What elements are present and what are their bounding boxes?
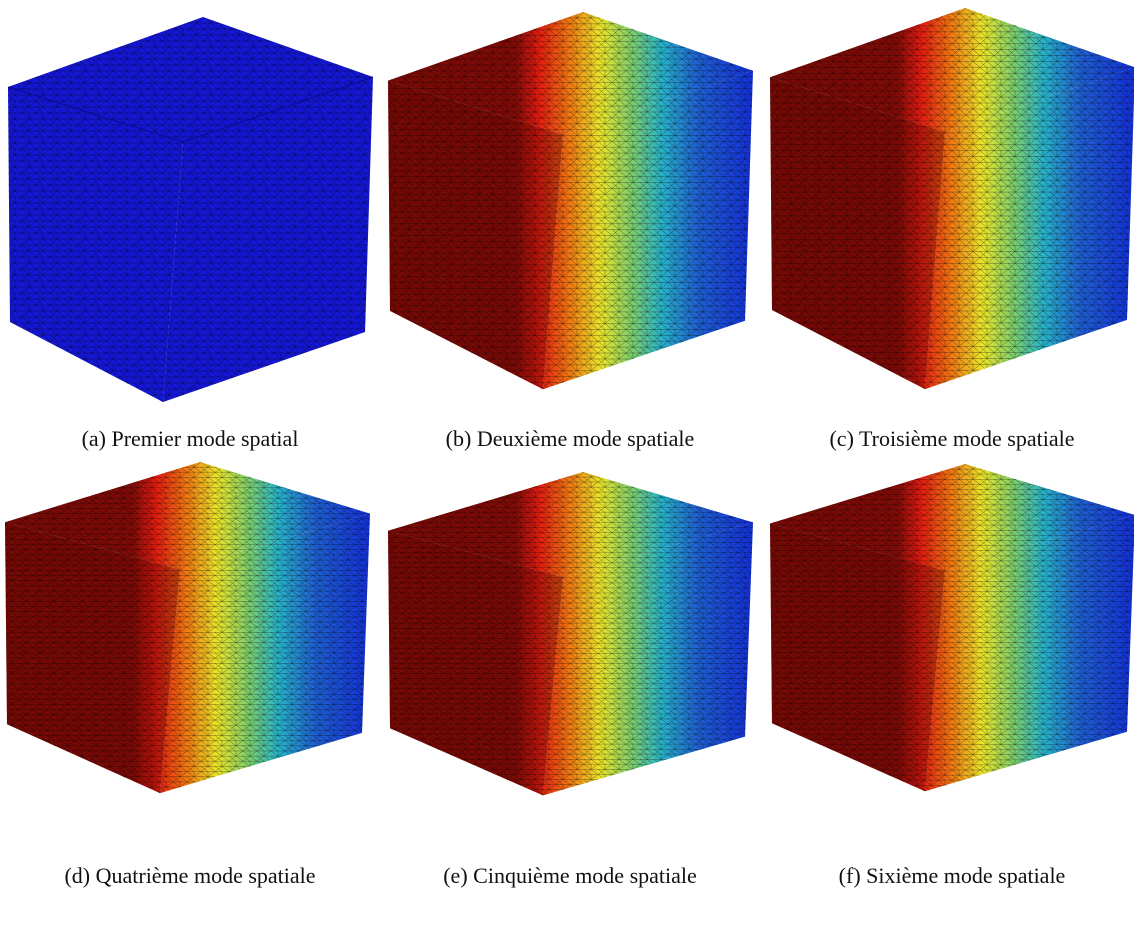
caption: (f) Sixième mode spatiale	[839, 863, 1066, 888]
panel-e	[388, 472, 753, 795]
panel-a	[8, 17, 373, 402]
caption: (a) Premier mode spatial	[82, 426, 299, 451]
caption: (e) Cinquième mode spatiale	[443, 863, 697, 888]
panel-f	[770, 464, 1134, 791]
panel-c	[770, 8, 1134, 389]
panel-b	[388, 12, 753, 389]
caption: (b) Deuxième mode spatiale	[446, 426, 695, 451]
caption: (c) Troisième mode spatiale	[829, 426, 1074, 451]
caption: (d) Quatrième mode spatiale	[64, 863, 315, 888]
panel-d	[5, 462, 370, 793]
